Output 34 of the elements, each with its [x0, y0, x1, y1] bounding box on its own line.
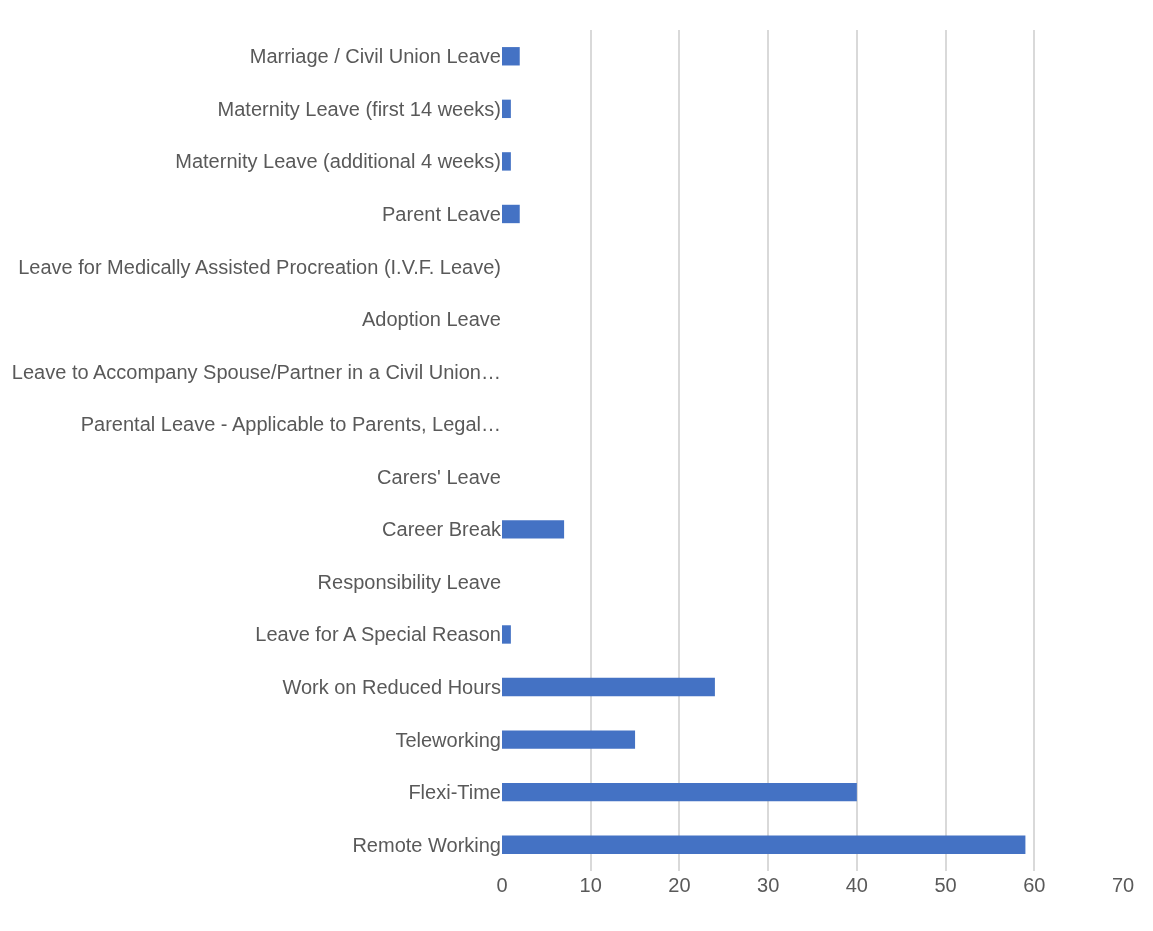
y-tick-label: Parental Leave - Applicable to Parents, Legal… — [80, 413, 501, 436]
bar — [502, 152, 511, 171]
bar — [502, 204, 520, 224]
bar — [502, 47, 520, 66]
y-tick-label: Parent Leave — [382, 202, 501, 225]
y-tick-label: Leave to Accompany Spouse/Partner in a Civil Union… — [11, 360, 501, 383]
y-tick-label: Carers' Leave — [377, 465, 501, 488]
y-tick-label: Leave for A Special Reason — [255, 623, 501, 646]
x-tick-label: 50 — [934, 874, 957, 896]
bar — [502, 730, 636, 749]
y-tick-label: Maternity Leave (first 14 weeks) — [217, 97, 501, 120]
x-tick-label: 60 — [1023, 874, 1046, 896]
y-tick-label: Work on Reduced Hours — [282, 676, 501, 699]
y-tick-label: Responsibility Leave — [317, 570, 501, 593]
x-tick-label: 30 — [757, 874, 780, 896]
x-tick-label: 70 — [1111, 874, 1135, 896]
bar — [502, 625, 511, 644]
bar — [502, 677, 715, 697]
x-tick-label: 0 — [496, 874, 508, 896]
y-tick-label: Career Break — [382, 518, 502, 541]
x-tick-label: 40 — [845, 874, 868, 896]
y-tick-label: Adoption Leave — [361, 308, 501, 331]
y-tick-label: Maternity Leave (additional 4 weeks) — [175, 150, 501, 173]
bar — [502, 782, 857, 802]
y-tick-label: Flexi-Time — [408, 781, 501, 804]
bar — [502, 520, 565, 539]
bar — [502, 99, 511, 119]
y-tick-label: Teleworking — [395, 728, 501, 751]
y-tick-label: Remote Working — [352, 833, 501, 856]
y-tick-label: Leave for Medically Assisted Procreation (I.V.F. Leave) — [18, 255, 501, 278]
x-tick-label: 10 — [579, 874, 602, 896]
bar — [502, 835, 1026, 854]
x-tick-label: 20 — [668, 874, 691, 896]
y-tick-label: Marriage / Civil Union Leave — [249, 45, 501, 68]
